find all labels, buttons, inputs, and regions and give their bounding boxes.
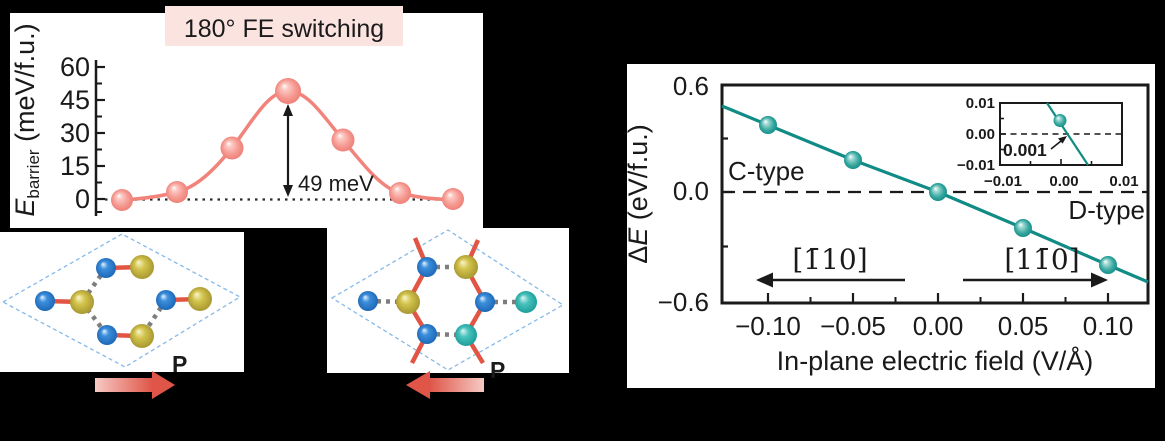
field-direction-right-arrow: [963, 272, 1108, 288]
x-axis-label: In-plane electric field (V/Å): [777, 345, 1094, 376]
y-tick-label: 0: [75, 184, 90, 214]
y-tick-label: 30: [60, 118, 90, 148]
polarization-label: P: [172, 351, 187, 377]
data-point: [220, 136, 244, 160]
y-axis-label: Ebarrier (meV/f.u.): [10, 23, 43, 216]
energy-vs-field-chart: C-type D-type [1̄10] [11̄0] 0.6 0.0 −0.6…: [623, 64, 1155, 388]
blue-atom: [156, 290, 176, 310]
inset-y-tick-label: 0.00: [966, 126, 995, 143]
blue-atom: [358, 291, 378, 311]
yellow-atom: [130, 255, 154, 279]
unit-cell-outline: [1, 233, 242, 368]
field-direction-left-arrow: [756, 272, 905, 288]
barrier-annotation: 49 meV: [298, 171, 374, 196]
yellow-atom: [70, 290, 94, 314]
weak-bonds: [367, 264, 526, 338]
inset-annotation: 0.001: [1003, 140, 1047, 160]
blue-atom: [96, 258, 116, 278]
x-tick-label: 0.00: [913, 311, 964, 341]
y-tick-labels: 60 45 30 15 0: [60, 52, 90, 214]
structure-polarization-left: P: [327, 228, 569, 399]
data-point: [844, 151, 862, 169]
x-tick-label: −0.05: [820, 311, 886, 341]
blue-atom: [475, 292, 495, 312]
yellow-atom: [188, 287, 212, 311]
structure-polarization-right: P: [0, 232, 244, 399]
x-tick-label: 0.10: [1083, 311, 1134, 341]
data-point: [759, 116, 777, 134]
data-point: [442, 188, 464, 210]
y-axis-label: ΔE (eV/f.u.): [623, 124, 653, 264]
inset-x-tick-labels: −0.01 0.00 0.01: [984, 173, 1139, 190]
inset-y-tick-labels: 0.01 0.00 −0.01: [957, 95, 995, 174]
energy-data-points: [759, 116, 1117, 274]
data-point: [275, 78, 301, 104]
x-axis-major-ticks: [766, 293, 1110, 303]
x-tick-label: −0.10: [735, 311, 801, 341]
inset-x-tick-label: 0.00: [1049, 173, 1078, 190]
chart-title: 180° FE switching: [184, 15, 384, 43]
inset-chart: 0.001 0.01 0.00 −0.01 −0.01 0.00 0.01: [957, 95, 1139, 190]
inset-x-tick-label: −0.01: [984, 173, 1022, 190]
data-point: [331, 128, 355, 152]
plot-frame: [720, 83, 1150, 305]
y-tick-label: 15: [60, 151, 90, 181]
inset-y-tick-label: 0.01: [966, 95, 995, 112]
y-tick-label: 45: [60, 85, 90, 115]
switching-barrier-chart: 180° FE switching 60 45 30 15 0 Ebarrier…: [10, 6, 483, 228]
blue-atom: [97, 325, 117, 345]
y-tick-label: 0.0: [673, 176, 709, 206]
chart-title-box: [165, 6, 403, 46]
y-axis-major-ticks: [96, 65, 105, 201]
data-point: [111, 189, 133, 211]
blue-atom: [35, 291, 55, 311]
data-point: [1099, 256, 1117, 274]
blue-atom: [417, 324, 437, 344]
y-tick-labels: 0.6 0.0 −0.6: [658, 71, 709, 317]
x-axis-minor-ticks: [809, 297, 1067, 303]
yellow-atom: [396, 290, 420, 314]
blue-atom: [417, 257, 437, 277]
y-tick-label: 0.6: [673, 71, 709, 101]
polarization-label: P: [490, 357, 505, 383]
y-axis-minor-ticks: [96, 82, 102, 213]
barrier-data-points: [111, 78, 464, 211]
direction-label-left: [1̄10]: [792, 243, 867, 276]
yellow-atom: [130, 324, 154, 348]
direction-label-right: [11̄0]: [1004, 243, 1079, 276]
barrier-annotation-arrow: [283, 104, 293, 197]
inset-ticks: [1000, 117, 1093, 165]
polarization-arrow-left: [406, 371, 484, 399]
polarization-arrow-right: [95, 371, 175, 399]
region-label-lower: D-type: [1068, 195, 1145, 225]
data-point: [1014, 219, 1032, 237]
inset-annotation-arrow: [1050, 136, 1067, 150]
inset-energy-line: [1046, 102, 1089, 166]
teal-atom: [515, 291, 537, 313]
unit-cell-outline: [330, 229, 565, 371]
data-point: [929, 183, 947, 201]
inset-x-tick-label: 0.01: [1109, 173, 1138, 190]
atoms: [35, 255, 212, 348]
x-tick-labels: −0.10 −0.05 0.00 0.05 0.10: [735, 311, 1133, 341]
yellow-atom: [454, 255, 478, 279]
data-point: [389, 182, 411, 204]
inset-y-tick-label: −0.01: [957, 157, 995, 174]
atoms: [358, 255, 537, 346]
data-point: [166, 181, 188, 203]
y-tick-label: 60: [60, 52, 90, 82]
inset-frame: [999, 102, 1123, 166]
inset-data-point: [1053, 114, 1067, 127]
region-label-upper: C-type: [728, 156, 805, 186]
teal-atom: [455, 324, 477, 346]
y-tick-label: −0.6: [658, 287, 709, 317]
x-tick-label: 0.05: [998, 311, 1049, 341]
